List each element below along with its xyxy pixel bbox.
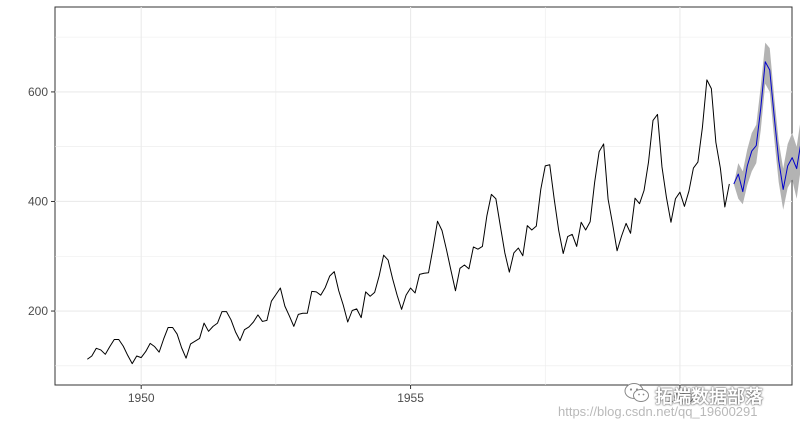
x-axis: 1950 1955 1960	[128, 385, 694, 405]
wechat-icon	[624, 383, 649, 402]
watermark-url: https://blog.csdn.net/qq_19600291	[558, 404, 758, 419]
y-tick-label: 200	[28, 304, 48, 318]
y-tick-label: 600	[28, 85, 48, 99]
grid-minor	[55, 7, 792, 385]
forecast-interval-layer	[733, 42, 800, 210]
plot-panel	[54, 6, 793, 386]
y-tick-label: 400	[28, 194, 48, 208]
forecast-series-line	[733, 61, 800, 193]
watermark-title: 拓端数据部落	[655, 387, 763, 408]
series-lines-layer	[87, 61, 800, 365]
grid-major	[55, 7, 792, 385]
observed-series-line	[87, 79, 730, 365]
forecast-interval-ribbon	[733, 42, 800, 210]
x-tick-label: 1950	[128, 391, 155, 405]
x-tick-label: 1955	[397, 391, 424, 405]
x-tick-label: 1960	[667, 391, 694, 405]
y-axis: 200 400 600	[28, 85, 55, 318]
